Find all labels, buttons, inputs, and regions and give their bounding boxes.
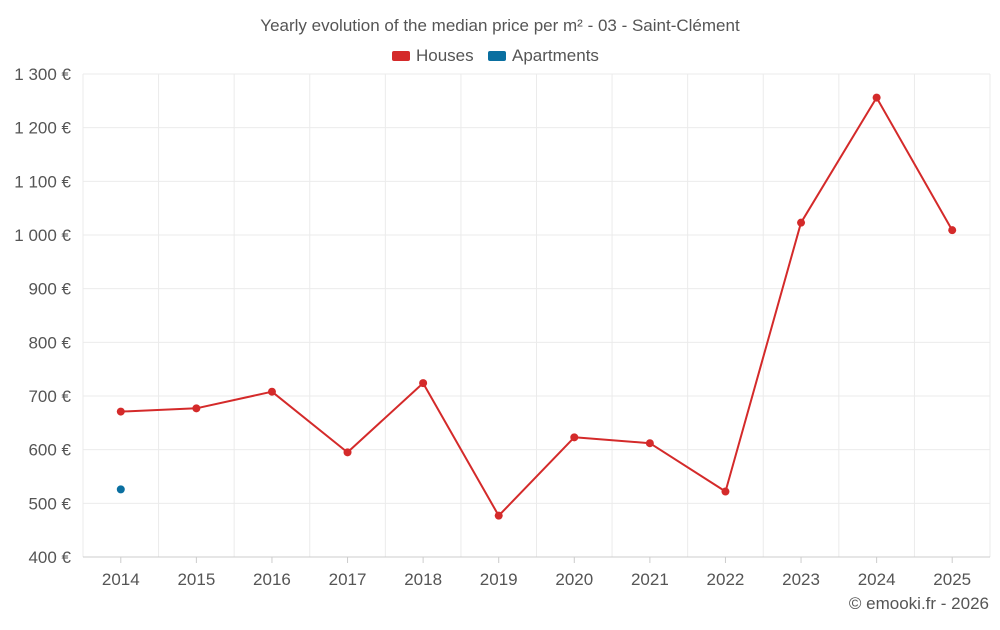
y-tick-label: 1 200 € <box>14 119 71 138</box>
y-tick-label: 600 € <box>28 441 71 460</box>
legend-swatch-apartments <box>488 51 506 61</box>
legend-item-apartments[interactable]: Apartments <box>488 46 599 65</box>
x-tick-label: 2016 <box>253 570 291 589</box>
x-tick-label: 2024 <box>858 570 896 589</box>
x-tick-label: 2023 <box>782 570 820 589</box>
y-tick-label: 800 € <box>28 333 71 352</box>
y-tick-label: 1 100 € <box>14 172 71 191</box>
data-point-houses <box>343 448 352 457</box>
x-tick-label: 2022 <box>707 570 745 589</box>
credit-text: © emooki.fr - 2026 <box>849 594 989 613</box>
y-tick-label: 400 € <box>28 548 71 567</box>
data-point-houses <box>570 433 579 442</box>
legend-item-houses[interactable]: Houses <box>392 46 474 65</box>
x-tick-label: 2025 <box>933 570 971 589</box>
x-tick-label: 2019 <box>480 570 518 589</box>
data-point-houses <box>797 218 806 227</box>
x-tick-label: 2017 <box>329 570 367 589</box>
y-tick-label: 1 300 € <box>14 65 71 84</box>
y-tick-label: 900 € <box>28 280 71 299</box>
legend: Houses Apartments <box>392 46 599 65</box>
data-point-houses <box>872 93 881 102</box>
y-tick-label: 500 € <box>28 494 71 513</box>
y-tick-label: 700 € <box>28 387 71 406</box>
series-layer <box>116 93 957 520</box>
y-axis: 400 € 500 € 600 € 700 € 800 € 900 € 1 000 € 1 1… <box>14 65 71 567</box>
data-point-apartments <box>116 485 125 494</box>
legend-swatch-houses <box>392 51 410 61</box>
data-point-houses <box>192 404 201 413</box>
x-axis: 2014 2015 2016 2017 2018 2019 2020 2021 2022 2023… <box>83 556 990 589</box>
chart-title: Yearly evolution of the median price per… <box>260 16 740 35</box>
data-point-houses <box>494 511 503 520</box>
x-tick-label: 2021 <box>631 570 669 589</box>
x-tick-label: 2018 <box>404 570 442 589</box>
grid <box>82 73 991 557</box>
legend-label-apartments: Apartments <box>512 46 599 65</box>
legend-label-houses: Houses <box>416 46 474 65</box>
data-point-houses <box>116 407 125 416</box>
x-tick-label: 2015 <box>177 570 215 589</box>
data-point-houses <box>948 226 957 235</box>
x-tick-label: 2020 <box>555 570 593 589</box>
y-tick-label: 1 000 € <box>14 226 71 245</box>
x-tick-label: 2014 <box>102 570 140 589</box>
data-point-houses <box>721 487 730 496</box>
data-point-houses <box>645 439 654 448</box>
series-line-houses <box>120 96 954 517</box>
data-point-houses <box>419 379 428 388</box>
data-point-houses <box>267 387 276 396</box>
